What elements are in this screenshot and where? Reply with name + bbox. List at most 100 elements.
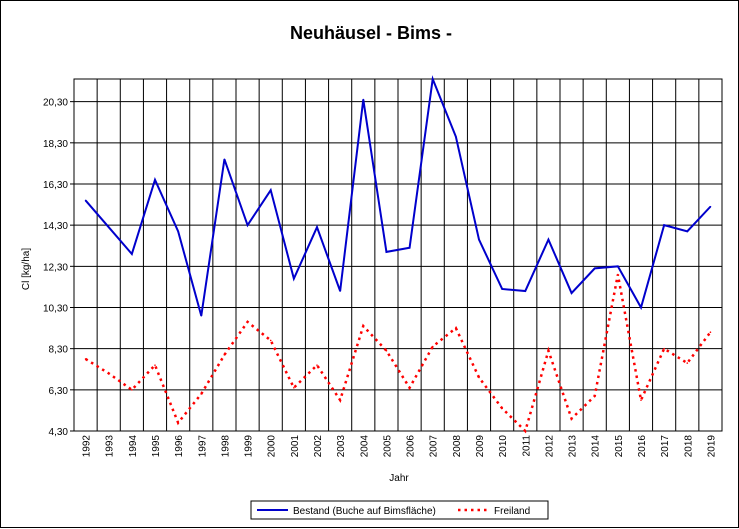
- series-line-freiland: [84, 274, 712, 434]
- y-tick-label: 6,30: [49, 386, 69, 397]
- x-tick-label: 1993: [105, 435, 116, 458]
- x-tick-label: 2000: [267, 435, 278, 458]
- data-point-freiland: [269, 339, 272, 342]
- data-point-freiland: [84, 358, 87, 360]
- legend-box: [250, 500, 549, 520]
- data-point-bestand: [640, 306, 642, 309]
- x-tick-label: 2009: [475, 435, 486, 458]
- data-point-bestand: [200, 314, 203, 317]
- data-point-bestand: [455, 135, 457, 138]
- x-tick-label: 2015: [614, 435, 625, 458]
- grid-lines: [74, 79, 722, 431]
- data-point-bestand: [686, 230, 689, 233]
- data-point-freiland: [131, 389, 133, 391]
- data-point-bestand: [408, 246, 411, 249]
- data-point-bestand: [84, 199, 87, 202]
- data-point-freiland: [339, 399, 341, 401]
- data-point-bestand: [709, 205, 712, 208]
- data-point-bestand: [223, 158, 226, 161]
- data-point-bestand: [339, 290, 341, 292]
- data-point-freiland: [455, 327, 457, 329]
- data-point-freiland: [617, 273, 619, 276]
- data-point-freiland: [663, 347, 665, 350]
- data-point-freiland: [154, 364, 156, 366]
- x-tick-label: 2001: [290, 435, 301, 458]
- x-tick-label: 2017: [660, 435, 671, 458]
- y-tick-label: 20,30: [43, 98, 68, 109]
- y-tick-label: 18,30: [43, 139, 68, 150]
- x-tick-label: 2013: [568, 435, 579, 458]
- data-point-bestand: [385, 251, 388, 253]
- data-point-bestand: [177, 230, 179, 233]
- y-tick-labels: 4,30 6,30 8,30 10,30 12,30 14,30 16,30 18,30 20,…: [43, 98, 74, 438]
- y-tick-label: 10,30: [43, 303, 68, 314]
- x-tick-label: 1996: [174, 435, 185, 458]
- data-point-bestand: [131, 253, 133, 255]
- y-tick-label: 8,30: [49, 345, 69, 356]
- data-point-freiland: [316, 364, 318, 366]
- data-point-bestand: [478, 238, 480, 241]
- x-tick-label: 2007: [429, 435, 440, 458]
- data-point-freiland: [501, 407, 503, 410]
- data-point-freiland: [362, 325, 365, 327]
- x-tick-label: 2012: [544, 435, 555, 458]
- x-tick-label: 1997: [197, 435, 208, 458]
- data-point-freiland: [177, 421, 179, 424]
- data-point-bestand: [501, 288, 503, 290]
- data-point-freiland: [524, 430, 527, 432]
- series-lines: [84, 75, 712, 434]
- x-tick-label: 2014: [591, 435, 602, 458]
- data-point-freiland: [246, 321, 249, 323]
- legend: Bestand (Buche auf Bimsfläche) Freiland: [250, 500, 549, 520]
- data-point-bestand: [617, 265, 619, 268]
- y-tick-label: 14,30: [43, 221, 68, 232]
- x-tick-label: 2005: [382, 435, 393, 458]
- x-tick-label: 2008: [452, 435, 463, 458]
- y-axis-label: Cl [kg/ha]: [21, 248, 32, 290]
- data-point-bestand: [107, 226, 110, 229]
- data-point-bestand: [431, 78, 434, 80]
- data-point-freiland: [431, 345, 434, 348]
- data-point-freiland: [593, 395, 596, 397]
- data-point-bestand: [547, 238, 550, 241]
- legend-label-freiland: Freiland: [494, 506, 530, 517]
- x-axis-label: Jahr: [389, 473, 409, 484]
- x-tick-label: 2010: [498, 435, 509, 458]
- x-tick-label: 1998: [220, 435, 231, 458]
- data-point-freiland: [478, 376, 480, 379]
- data-point-freiland: [686, 362, 689, 364]
- data-point-freiland: [570, 417, 573, 420]
- x-tick-label: 2018: [683, 435, 694, 458]
- x-tick-label: 2011: [521, 435, 532, 457]
- plot-border: [73, 78, 723, 432]
- chart-title: Neuhäusel - Bims -: [290, 23, 452, 43]
- data-point-freiland: [293, 386, 295, 389]
- data-point-bestand: [362, 98, 365, 101]
- x-tick-label: 2016: [637, 435, 648, 458]
- data-point-freiland: [223, 354, 226, 356]
- x-tick-label: 1994: [128, 435, 139, 458]
- data-point-bestand: [293, 277, 295, 280]
- y-tick-label: 12,30: [43, 262, 68, 273]
- data-point-bestand: [593, 267, 596, 270]
- x-tick-label: 2002: [313, 435, 324, 458]
- data-point-freiland: [385, 349, 388, 352]
- data-point-bestand: [154, 179, 156, 181]
- x-tick-label: 2006: [406, 435, 417, 458]
- data-point-freiland: [408, 386, 411, 389]
- x-tick-labels: 1992 1993 1994 1995 1996 1997 1998 1999 2000 2001…: [82, 435, 718, 458]
- data-point-freiland: [107, 372, 110, 375]
- data-point-bestand: [316, 226, 318, 229]
- series-line-bestand: [84, 75, 712, 316]
- data-point-freiland: [709, 331, 712, 333]
- legend-label-bestand: Bestand (Buche auf Bimsfläche): [293, 506, 436, 517]
- y-tick-label: 16,30: [43, 180, 68, 191]
- data-point-freiland: [640, 399, 642, 401]
- data-point-bestand: [663, 224, 665, 226]
- x-tick-label: 2003: [336, 435, 347, 458]
- data-point-bestand: [246, 224, 249, 226]
- x-tick-label: 2019: [706, 435, 717, 458]
- data-point-freiland: [200, 393, 203, 395]
